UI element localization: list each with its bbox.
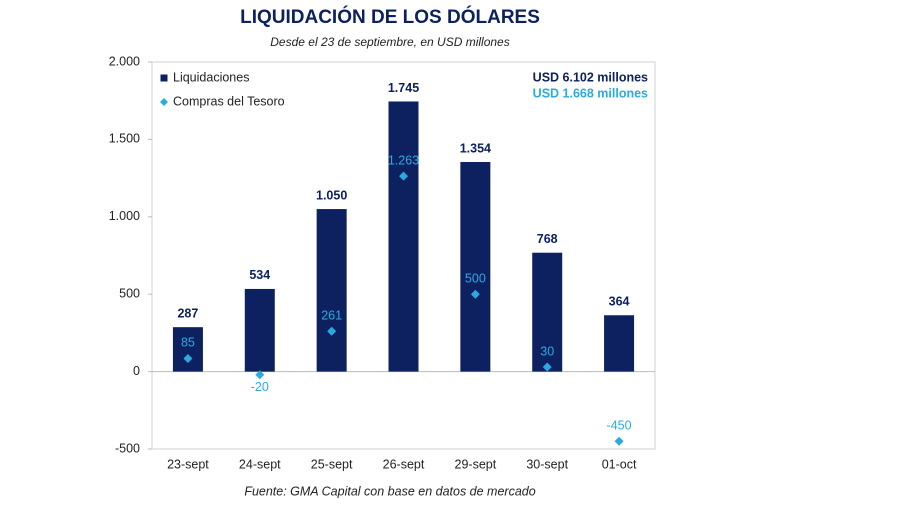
value-label: 261 bbox=[321, 308, 342, 322]
value-label: 1.050 bbox=[316, 188, 347, 202]
y-tick-label: 500 bbox=[119, 286, 140, 300]
annotation: USD 1.668 millones bbox=[533, 86, 648, 100]
x-tick-label: 23-sept bbox=[167, 457, 209, 471]
value-label: -450 bbox=[607, 419, 632, 433]
marker bbox=[542, 362, 552, 372]
y-tick-label: -500 bbox=[115, 441, 140, 455]
marker bbox=[327, 326, 337, 336]
value-label: 85 bbox=[181, 336, 195, 350]
value-label: 500 bbox=[465, 271, 486, 285]
bar bbox=[388, 101, 419, 372]
bar bbox=[460, 162, 491, 372]
marker bbox=[614, 436, 624, 446]
chart-source: Fuente: GMA Capital con base en datos de… bbox=[244, 484, 535, 498]
bar bbox=[316, 209, 347, 372]
value-label: 287 bbox=[177, 306, 198, 320]
value-label: 1.745 bbox=[388, 81, 419, 95]
chart-title: LIQUIDACIÓN DE LOS DÓLARES bbox=[240, 6, 540, 28]
marker bbox=[470, 289, 480, 299]
y-tick-label: 0 bbox=[133, 364, 140, 378]
annotation: USD 6.102 millones bbox=[533, 70, 648, 84]
value-label: -20 bbox=[251, 380, 269, 394]
bar bbox=[244, 288, 275, 372]
value-label: 364 bbox=[609, 295, 630, 309]
value-label: 1.263 bbox=[388, 153, 419, 167]
chart-subtitle: Desde el 23 de septiembre, en USD millon… bbox=[270, 35, 509, 49]
bar bbox=[532, 252, 563, 372]
legend-swatch bbox=[160, 98, 168, 106]
value-label: 768 bbox=[537, 232, 558, 246]
marker bbox=[183, 353, 193, 363]
x-tick-label: 26-sept bbox=[383, 457, 425, 471]
x-tick-label: 29-sept bbox=[455, 457, 497, 471]
x-tick-label: 25-sept bbox=[311, 457, 353, 471]
legend-label: Compras del Tesoro bbox=[173, 94, 285, 108]
x-tick-label: 24-sept bbox=[239, 457, 281, 471]
bar bbox=[172, 327, 203, 372]
value-label: 1.354 bbox=[460, 141, 491, 155]
x-tick-label: 30-sept bbox=[526, 457, 568, 471]
value-label: 30 bbox=[540, 344, 554, 358]
legend-label: Liquidaciones bbox=[173, 70, 249, 84]
x-tick-label: 01-oct bbox=[602, 457, 637, 471]
y-tick-label: 1.000 bbox=[109, 209, 140, 223]
marker bbox=[399, 171, 408, 181]
value-label: 534 bbox=[249, 268, 270, 282]
legend-swatch bbox=[160, 74, 168, 82]
y-tick-label: 2.000 bbox=[109, 54, 140, 68]
bar bbox=[604, 315, 635, 372]
marker bbox=[255, 370, 265, 380]
plot-border bbox=[151, 61, 656, 450]
y-tick-label: 1.500 bbox=[109, 132, 140, 146]
